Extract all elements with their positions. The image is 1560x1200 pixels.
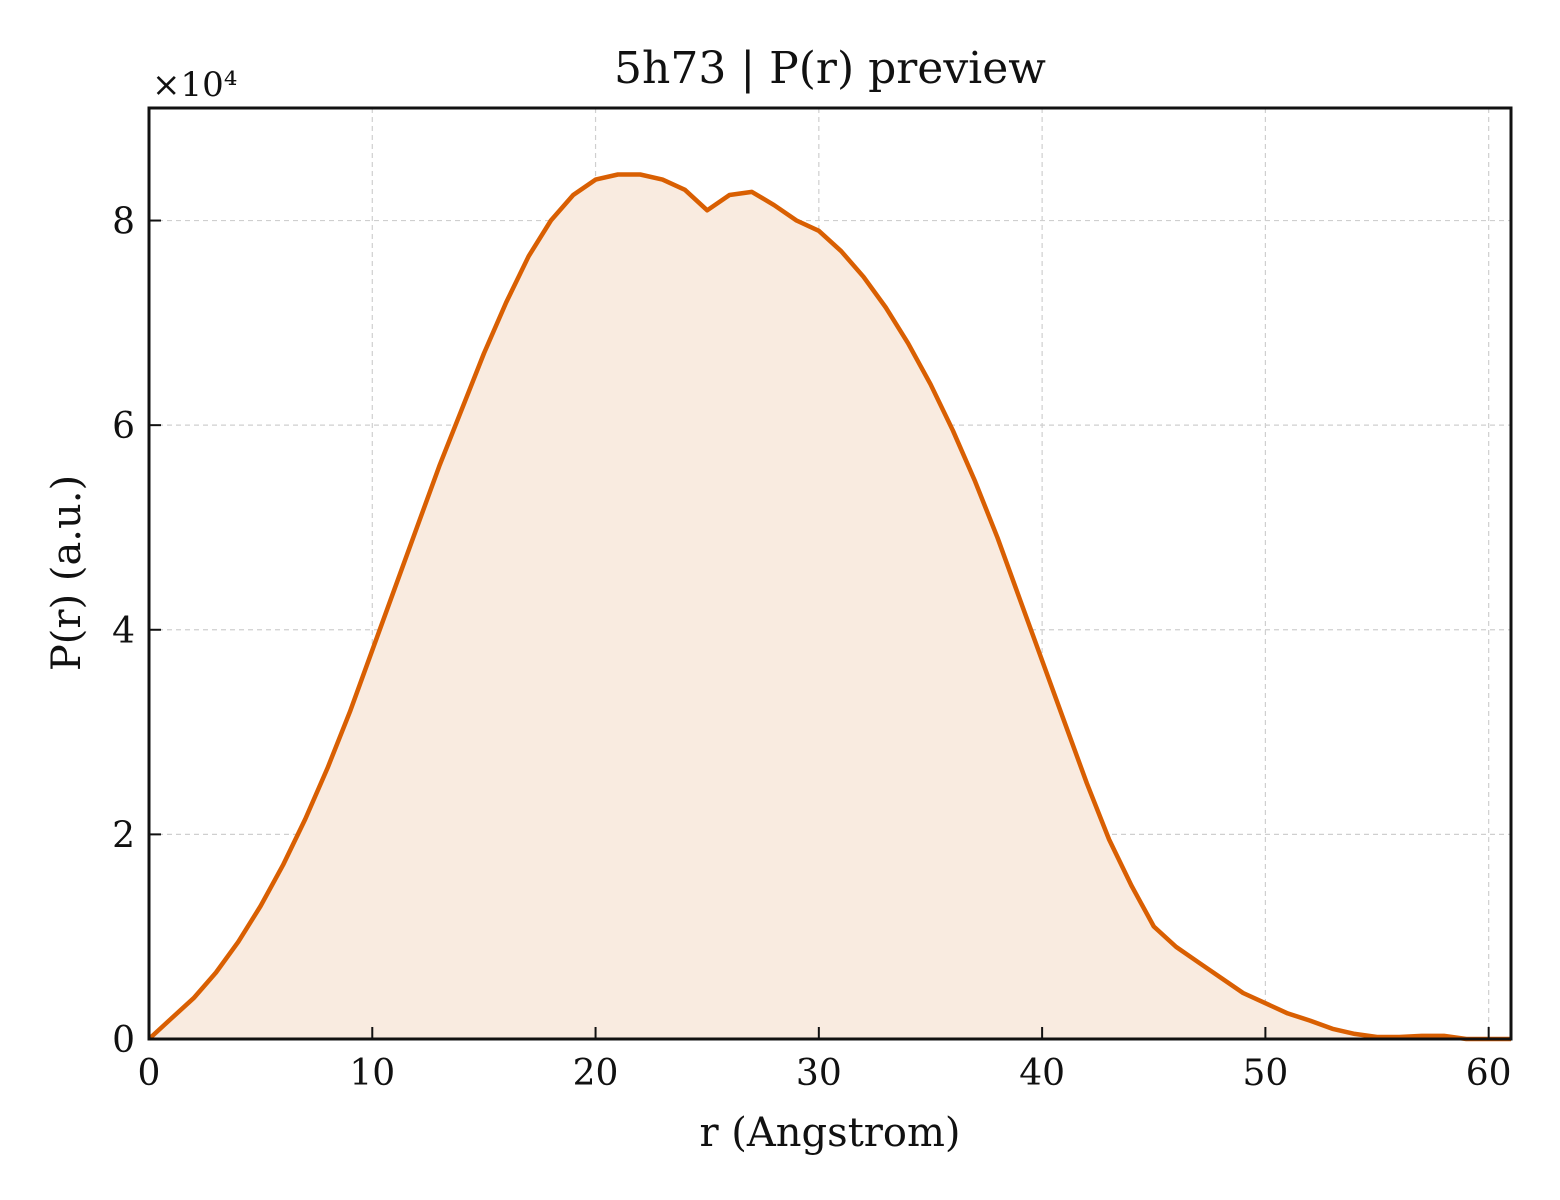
y-tick-label: 4 [112,611,135,652]
y-tick-label: 6 [112,406,135,447]
x-tick-label: 0 [138,1053,161,1094]
plot-frame [147,106,1513,1041]
x-tick-label: 60 [1466,1053,1512,1094]
y-axis-label: P(r) (a.u.) [44,475,90,671]
x-tick-label: 40 [1019,1053,1065,1094]
y-tick-label: 2 [112,815,135,856]
x-tick-label: 50 [1242,1053,1288,1094]
x-tick-label: 10 [349,1053,395,1094]
ticks: 0 10 20 30 40 50 60 0 2 4 6 8 [112,202,1511,1094]
chart-title: 5h73 | P(r) preview [614,43,1046,94]
y-tick-label: 0 [112,1020,135,1061]
y-tick-label: 8 [112,202,135,243]
y-multiplier-label: ×10⁴ [152,65,237,105]
area-fill [149,174,1511,1039]
x-tick-label: 30 [796,1053,842,1094]
data-line [147,172,1511,1042]
x-tick-label: 20 [573,1053,619,1094]
x-axis-label: r (Angstrom) [699,1110,960,1156]
